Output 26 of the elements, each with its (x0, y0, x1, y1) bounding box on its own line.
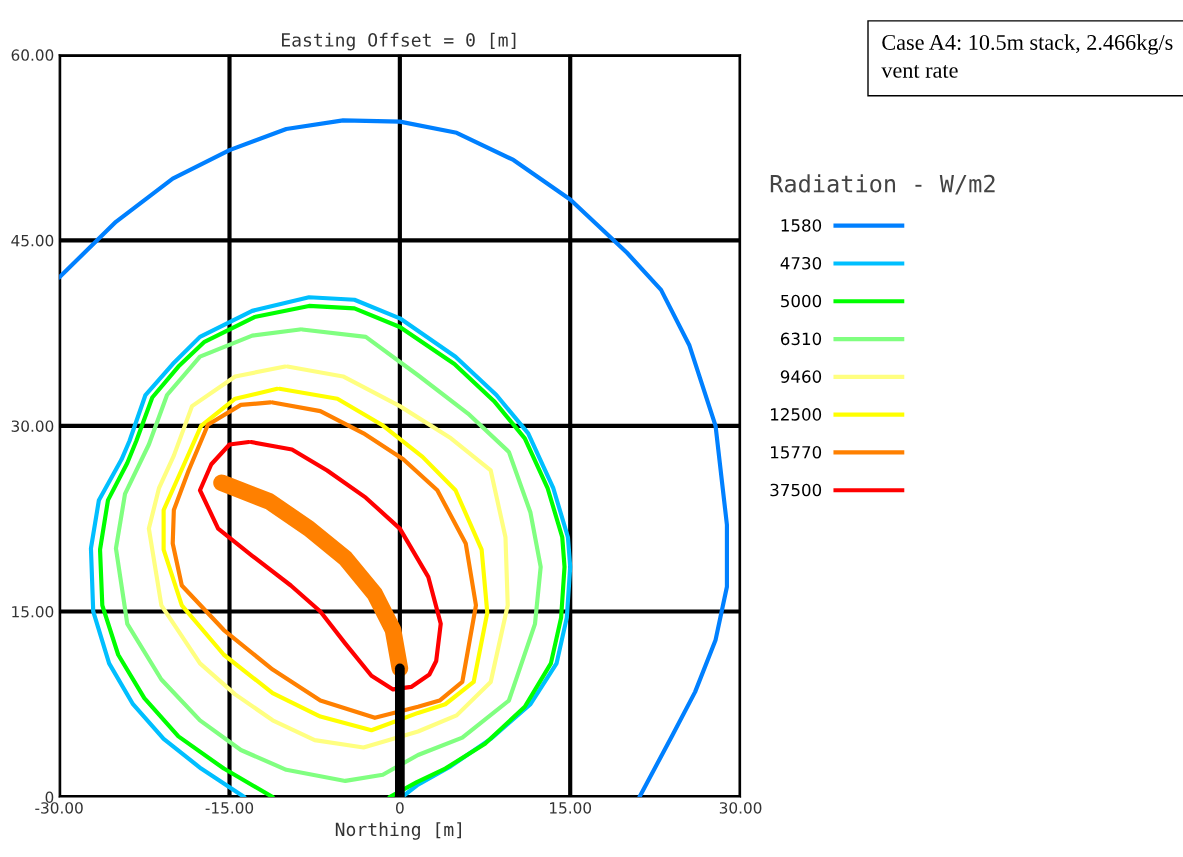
x-tick-label: -30.00 (35, 802, 83, 814)
legend-label: 6310 (780, 332, 822, 346)
legend-label: 12500 (771, 408, 822, 421)
legend-label: 1580 (781, 219, 822, 232)
legend-label: 4730 (780, 256, 822, 270)
x-tick-label: 30.00 (719, 802, 762, 814)
x-tick-label: 15.00 (550, 802, 592, 814)
line-series (146, 364, 510, 750)
line-series (197, 439, 443, 692)
y-tick-label: 60.00 (11, 49, 54, 61)
x-tick-label: -15.00 (205, 802, 254, 814)
line-series (113, 327, 543, 784)
y-tick-label: 30.00 (11, 420, 54, 432)
y-tick-label: 0 (45, 791, 54, 804)
legend-label: 37500 (770, 483, 822, 497)
chart-title: Easting Offset = 0 [m] (282, 32, 516, 51)
legend-label: 9460 (780, 370, 822, 383)
text: Case A4: 10.5m stack, 2.466kg/s vent rate (881, 34, 1173, 78)
y-tick-label: 15.00 (12, 605, 54, 618)
x-axis-title: Northing [m] (335, 822, 461, 840)
line-series (59, 118, 730, 798)
legend-label: 15770 (771, 445, 822, 459)
y-tick-label: 45.00 (11, 234, 54, 247)
legend-title: Radiation - W/m2 (770, 174, 995, 195)
x-tick-label: 0 (396, 802, 404, 814)
legend-label: 5000 (781, 294, 822, 308)
